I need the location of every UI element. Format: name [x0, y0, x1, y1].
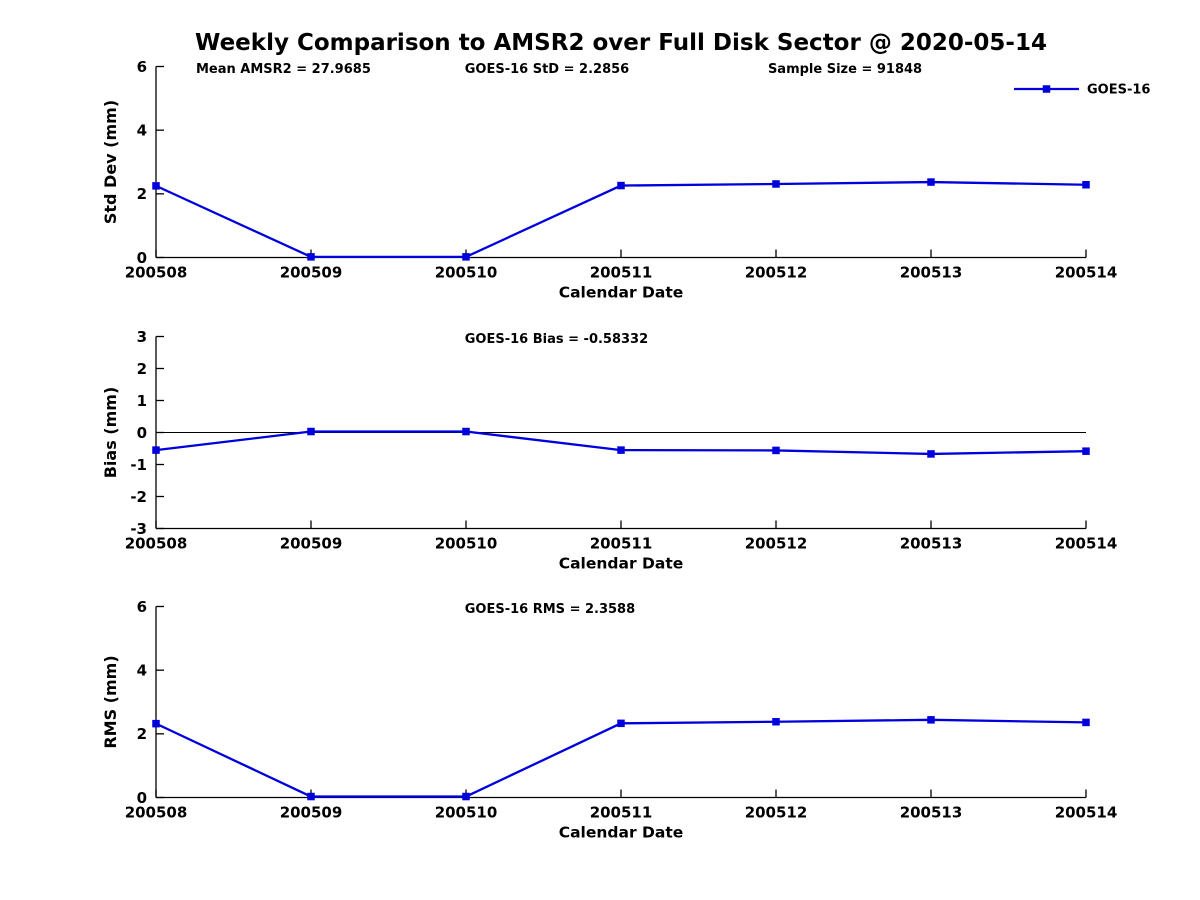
- x-tick-label: 200510: [435, 264, 498, 282]
- data-point-marker: [927, 178, 935, 186]
- x-tick-label: 200509: [280, 264, 343, 282]
- data-point-marker: [152, 719, 160, 728]
- x-axis-title: Calendar Date: [559, 284, 684, 302]
- x-tick-label: 200510: [435, 535, 498, 553]
- x-tick-label: 200508: [125, 535, 188, 553]
- data-point-marker: [307, 253, 315, 261]
- y-tick-label: 0: [137, 424, 147, 442]
- y-tick-label: 0: [137, 249, 147, 267]
- stat-annotation: GOES-16 Bias = -0.58332: [465, 332, 648, 347]
- stat-annotation: GOES-16 StD = 2.2856: [465, 62, 629, 77]
- series-line: [155, 718, 1087, 798]
- stat-annotation: Sample Size = 91848: [768, 62, 922, 77]
- std-dev-panel: 0 2 4 6 200508 200509 200510 200511 200512 200513…: [101, 58, 1150, 302]
- data-point-marker: [1082, 447, 1090, 455]
- data-point-marker: [617, 719, 625, 728]
- y-tick-label: 4: [137, 121, 147, 139]
- x-tick-label: 200509: [280, 535, 343, 553]
- legend-marker: [1042, 85, 1051, 93]
- data-point-marker: [307, 792, 315, 801]
- x-tick-label: 200511: [590, 535, 653, 553]
- x-tick-label: 200510: [435, 804, 498, 822]
- data-point-marker: [927, 716, 935, 724]
- series-line: [155, 180, 1087, 259]
- data-point-marker: [617, 446, 625, 454]
- y-tick-label: 2: [137, 725, 147, 743]
- y-axis-title: Bias (mm): [101, 387, 120, 479]
- data-point-marker: [462, 792, 470, 801]
- x-tick-label: 200512: [745, 804, 808, 822]
- x-tick-label: 200512: [745, 535, 808, 553]
- x-tick-label: 200514: [1055, 804, 1118, 822]
- stat-annotation: Mean AMSR2 = 27.9685: [196, 62, 371, 77]
- data-point-marker: [1082, 180, 1090, 189]
- data-point-marker: [617, 181, 625, 190]
- y-tick-label: -3: [130, 520, 147, 538]
- y-tick-label: -2: [130, 488, 147, 506]
- y-tick-label: 4: [137, 661, 147, 679]
- x-axis-title: Calendar Date: [559, 555, 684, 573]
- x-tick-label: 200514: [1055, 264, 1118, 282]
- data-point-marker: [772, 446, 780, 455]
- y-tick-label: 6: [137, 598, 147, 616]
- x-tick-label: 200513: [900, 804, 963, 822]
- data-point-marker: [152, 182, 160, 190]
- data-point-marker: [1082, 718, 1090, 727]
- y-tick-label: -1: [130, 456, 147, 474]
- data-point-marker: [462, 253, 470, 261]
- y-tick-label: 6: [137, 58, 147, 76]
- y-tick-label: 0: [137, 789, 147, 807]
- x-axis-title: Calendar Date: [559, 824, 684, 842]
- y-tick-label: 2: [137, 360, 147, 378]
- rms-panel: 0 2 4 6 200508 200509 200510 200511 200512 200513…: [101, 598, 1117, 842]
- data-point-marker: [462, 427, 470, 436]
- chart-title: Weekly Comparison to AMSR2 over Full Dis…: [195, 30, 1047, 56]
- x-tick-label: 200511: [590, 804, 653, 822]
- data-point-marker: [772, 717, 780, 726]
- x-tick-label: 200512: [745, 264, 808, 282]
- y-tick-label: 1: [137, 392, 147, 410]
- legend-label: GOES-16: [1087, 83, 1150, 98]
- x-tick-label: 200513: [900, 535, 963, 553]
- x-tick-label: 200509: [280, 804, 343, 822]
- data-point-marker: [307, 427, 315, 436]
- x-tick-label: 200513: [900, 264, 963, 282]
- y-tick-label: 3: [137, 328, 147, 346]
- data-point-marker: [927, 450, 935, 458]
- x-tick-label: 200511: [590, 264, 653, 282]
- y-axis-title: RMS (mm): [101, 655, 120, 748]
- stat-annotation: GOES-16 RMS = 2.3588: [465, 602, 635, 617]
- x-tick-label: 200514: [1055, 535, 1118, 553]
- legend: GOES-16: [1014, 83, 1150, 98]
- data-point-marker: [772, 180, 780, 188]
- data-point-marker: [152, 446, 160, 454]
- y-axis-title: Std Dev (mm): [101, 100, 120, 224]
- x-tick-label: 200508: [125, 804, 188, 822]
- y-tick-label: 2: [137, 185, 147, 203]
- x-tick-label: 200508: [125, 264, 188, 282]
